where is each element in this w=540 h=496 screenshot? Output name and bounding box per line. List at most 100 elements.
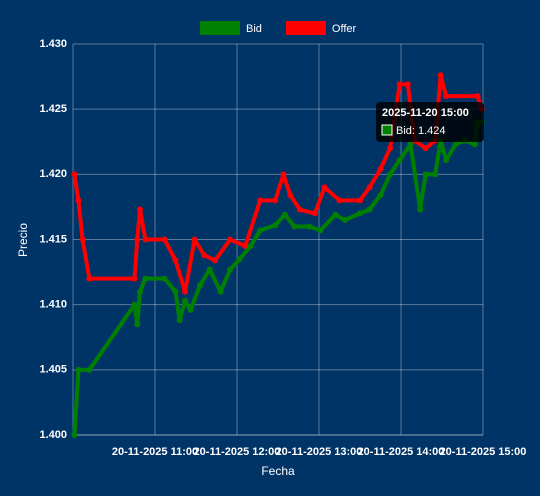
tooltip-swatch	[381, 124, 393, 136]
data-point	[357, 197, 363, 204]
x-tick-label: 20-11-2025 11:00	[112, 446, 198, 458]
data-point	[161, 275, 168, 282]
data-point	[281, 211, 288, 218]
legend-item: Bid	[200, 21, 262, 35]
x-tick-label: 20-11-2025 15:00	[440, 446, 527, 458]
data-point	[387, 171, 394, 178]
data-point	[287, 192, 294, 199]
data-point	[257, 227, 264, 234]
data-point	[341, 216, 348, 223]
legend-label: Offer	[332, 23, 357, 35]
data-point	[336, 197, 343, 204]
data-point	[79, 236, 86, 243]
data-point	[227, 236, 234, 243]
data-point	[443, 156, 450, 163]
data-point	[443, 93, 450, 100]
data-point	[206, 266, 213, 273]
data-point	[172, 288, 179, 295]
tooltip-label: Bid: 1.424	[396, 125, 446, 137]
data-point	[172, 257, 179, 264]
data-point	[396, 156, 403, 163]
data-point	[197, 282, 204, 289]
data-point	[366, 206, 373, 213]
y-tick-label: 1.415	[39, 233, 67, 245]
data-point	[366, 184, 373, 191]
x-axis-title: Fecha	[261, 464, 295, 478]
data-point	[86, 275, 93, 282]
data-point	[136, 206, 143, 213]
data-point	[75, 366, 82, 373]
data-point	[296, 206, 303, 213]
data-point	[422, 171, 429, 178]
data-point	[404, 81, 411, 88]
data-point	[236, 256, 243, 263]
data-point	[272, 197, 279, 204]
data-point	[311, 210, 318, 217]
data-point	[321, 184, 328, 191]
data-point	[452, 141, 459, 148]
data-point	[187, 306, 194, 313]
x-tick-label: 20-11-2025 14:00	[358, 446, 445, 458]
legend-item: Offer	[285, 21, 357, 35]
data-point	[134, 321, 141, 328]
y-tick-label: 1.430	[39, 38, 67, 50]
data-point	[136, 288, 143, 295]
tooltip: 2025-11-20 15:00 Bid: 1.424	[376, 102, 484, 142]
data-point	[161, 236, 168, 243]
data-point	[134, 236, 141, 243]
data-point	[182, 297, 189, 304]
data-point	[142, 236, 149, 243]
data-point	[422, 145, 429, 152]
data-point	[306, 223, 313, 230]
data-point	[191, 236, 198, 243]
data-point	[317, 227, 324, 234]
data-point	[257, 197, 264, 204]
data-point	[201, 252, 208, 259]
data-point	[176, 317, 183, 324]
data-point	[247, 243, 254, 250]
data-point	[86, 366, 93, 373]
y-tick-label: 1.420	[39, 168, 67, 180]
data-point	[474, 93, 481, 100]
data-point	[227, 266, 234, 273]
x-tick-label: 20-11-2025 12:00	[194, 446, 281, 458]
data-point	[432, 171, 439, 178]
data-point	[142, 275, 149, 282]
y-tick-label: 1.410	[39, 299, 67, 311]
legend-swatch	[285, 21, 326, 35]
data-point	[417, 206, 424, 213]
data-point	[291, 223, 298, 230]
legend-swatch	[200, 21, 240, 35]
data-point	[212, 257, 219, 264]
data-point	[71, 171, 78, 178]
data-point	[272, 222, 279, 229]
data-point	[75, 197, 82, 204]
x-tick-label: 20-11-2025 13:00	[276, 446, 363, 458]
data-point	[471, 141, 478, 148]
data-point	[377, 166, 384, 173]
data-point	[131, 301, 138, 308]
data-point	[280, 171, 287, 178]
data-point	[217, 288, 224, 295]
tooltip-title: 2025-11-20 15:00	[382, 107, 469, 119]
y-tick-label: 1.425	[39, 103, 67, 115]
y-axis-title: Precio	[16, 223, 30, 257]
tooltip-box	[376, 102, 484, 142]
data-point	[387, 145, 394, 152]
data-point	[437, 72, 444, 79]
legend-label: Bid	[246, 23, 262, 35]
y-tick-label: 1.405	[39, 364, 67, 376]
data-point	[407, 141, 414, 148]
data-point	[182, 288, 189, 295]
data-point	[377, 192, 384, 199]
data-point	[332, 211, 339, 218]
data-point	[71, 432, 78, 438]
data-point	[396, 81, 403, 88]
data-point	[131, 275, 138, 282]
data-point	[357, 210, 363, 217]
series-line	[72, 120, 482, 436]
data-point	[242, 243, 249, 250]
y-tick-label: 1.400	[39, 429, 67, 441]
